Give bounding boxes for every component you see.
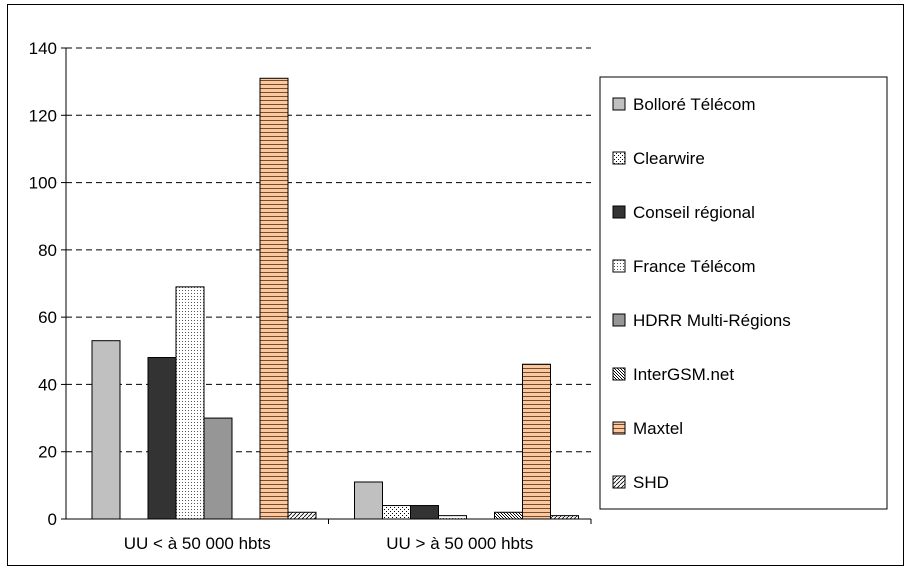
y-tick-label: 0 [48, 510, 57, 529]
bar-conseil-r-gional-1 [147, 357, 177, 520]
legend-label: France Télécom [633, 257, 756, 276]
legend-swatch [612, 367, 626, 381]
legend-swatch [612, 205, 626, 219]
y-tick-label: 20 [38, 443, 57, 462]
bar-intergsm-net-2 [494, 511, 523, 520]
bar-chart: 0 20 40 60 80 100 120 140 UU < à 50 000 hbts UU >… [29, 39, 888, 553]
bar-conseil-r-gional-2 [410, 505, 439, 520]
legend-label: Bolloré Télécom [633, 95, 756, 114]
legend-label: Conseil régional [633, 203, 755, 222]
y-tick-label: 100 [29, 174, 57, 193]
y-tick-label: 140 [29, 39, 57, 58]
bar-bollor-t-l-com-2 [354, 481, 383, 520]
bar-hdrr-multi-r-gions-1 [203, 417, 233, 520]
legend-box [599, 76, 888, 510]
x-category-label: UU < à 50 000 hbts [124, 534, 271, 553]
legend-label: Clearwire [633, 149, 705, 168]
legend-swatch [612, 421, 626, 435]
legend-label: Maxtel [633, 419, 683, 438]
x-category-label: UU > à 50 000 hbts [386, 534, 533, 553]
bar-france-t-l-com-2 [438, 515, 467, 520]
bar-maxtel-2 [522, 363, 551, 520]
y-tick-label: 120 [29, 106, 57, 125]
legend-swatch [612, 259, 626, 273]
bar-maxtel-1 [259, 77, 289, 520]
bar-shd-1 [287, 511, 317, 520]
bar-bollor-t-l-com-1 [91, 340, 121, 520]
bar-shd-2 [550, 515, 579, 520]
y-tick-label: 80 [38, 241, 57, 260]
bar-france-t-l-com-1 [175, 286, 205, 520]
y-tick-label: 40 [38, 375, 57, 394]
bar-clearwire-2 [382, 505, 411, 520]
y-tick-label: 60 [38, 308, 57, 327]
legend-label: InterGSM.net [633, 365, 734, 384]
legend-label: HDRR Multi-Régions [633, 311, 791, 330]
legend-swatch [612, 97, 626, 111]
legend-swatch [612, 151, 626, 165]
legend-swatch [612, 313, 626, 327]
legend-label: SHD [633, 473, 669, 492]
legend-swatch [612, 475, 626, 489]
chart-area: 0 20 40 60 80 100 120 140 UU < à 50 000 hbts UU >… [7, 4, 904, 566]
